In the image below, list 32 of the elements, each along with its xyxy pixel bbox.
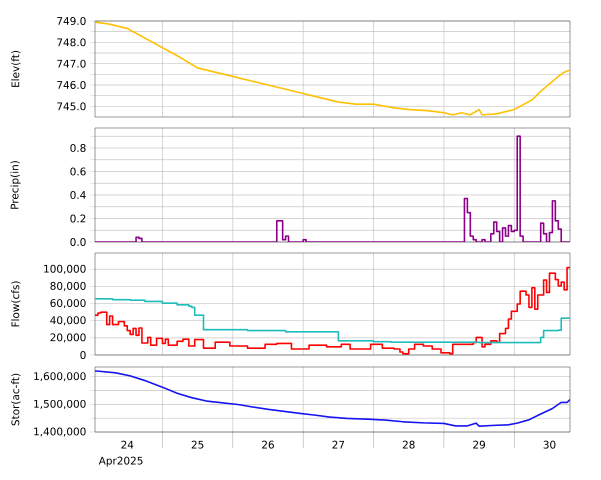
x-tick-label: 28 — [402, 440, 415, 449]
y-tick-label: 1,500,000 — [34, 400, 86, 409]
y-tick-label: 40,000 — [50, 316, 86, 326]
y-tick-label: 0.4 — [70, 191, 86, 199]
x-tick-label: 26 — [262, 440, 274, 449]
y-tick-label: 747.0 — [57, 60, 86, 68]
y-tick-label: 0.6 — [70, 168, 86, 176]
y-axis-title: Elev(ft) — [11, 50, 21, 87]
x-tick-label: 24 — [121, 440, 134, 448]
y-tick-label: 0.0 — [70, 238, 86, 246]
y-tick-label: 80,000 — [50, 282, 86, 291]
line-series — [95, 370, 570, 427]
y-tick-label: 1,400,000 — [34, 428, 86, 436]
y-tick-label: 100,000 — [44, 264, 86, 274]
y-tick-label: 20,000 — [50, 333, 86, 342]
y-tick-label: 0.8 — [70, 144, 86, 152]
y-tick-label: 745.0 — [57, 102, 86, 110]
y-tick-label: 0 — [80, 351, 86, 359]
x-tick-label: 25 — [192, 440, 204, 449]
y-tick-label: 749.0 — [57, 17, 86, 25]
y-tick-label: 60,000 — [50, 299, 86, 308]
y-tick-label: 0.2 — [70, 214, 86, 222]
y-axis-title: Precip(in) — [10, 161, 21, 209]
x-tick-label: 30 — [544, 440, 556, 449]
y-tick-label: 748.0 — [57, 38, 86, 46]
y-axis-title: Flow(cfs) — [11, 281, 21, 326]
x-tick-label: 27 — [332, 440, 344, 448]
y-axis-title: Stor(ac-ft) — [11, 374, 21, 426]
x-axis-title: Apr2025 — [98, 456, 142, 467]
y-tick-label: 1,600,000 — [34, 372, 86, 382]
x-tick-label: 29 — [473, 440, 486, 449]
y-tick-label: 746.0 — [57, 81, 86, 89]
